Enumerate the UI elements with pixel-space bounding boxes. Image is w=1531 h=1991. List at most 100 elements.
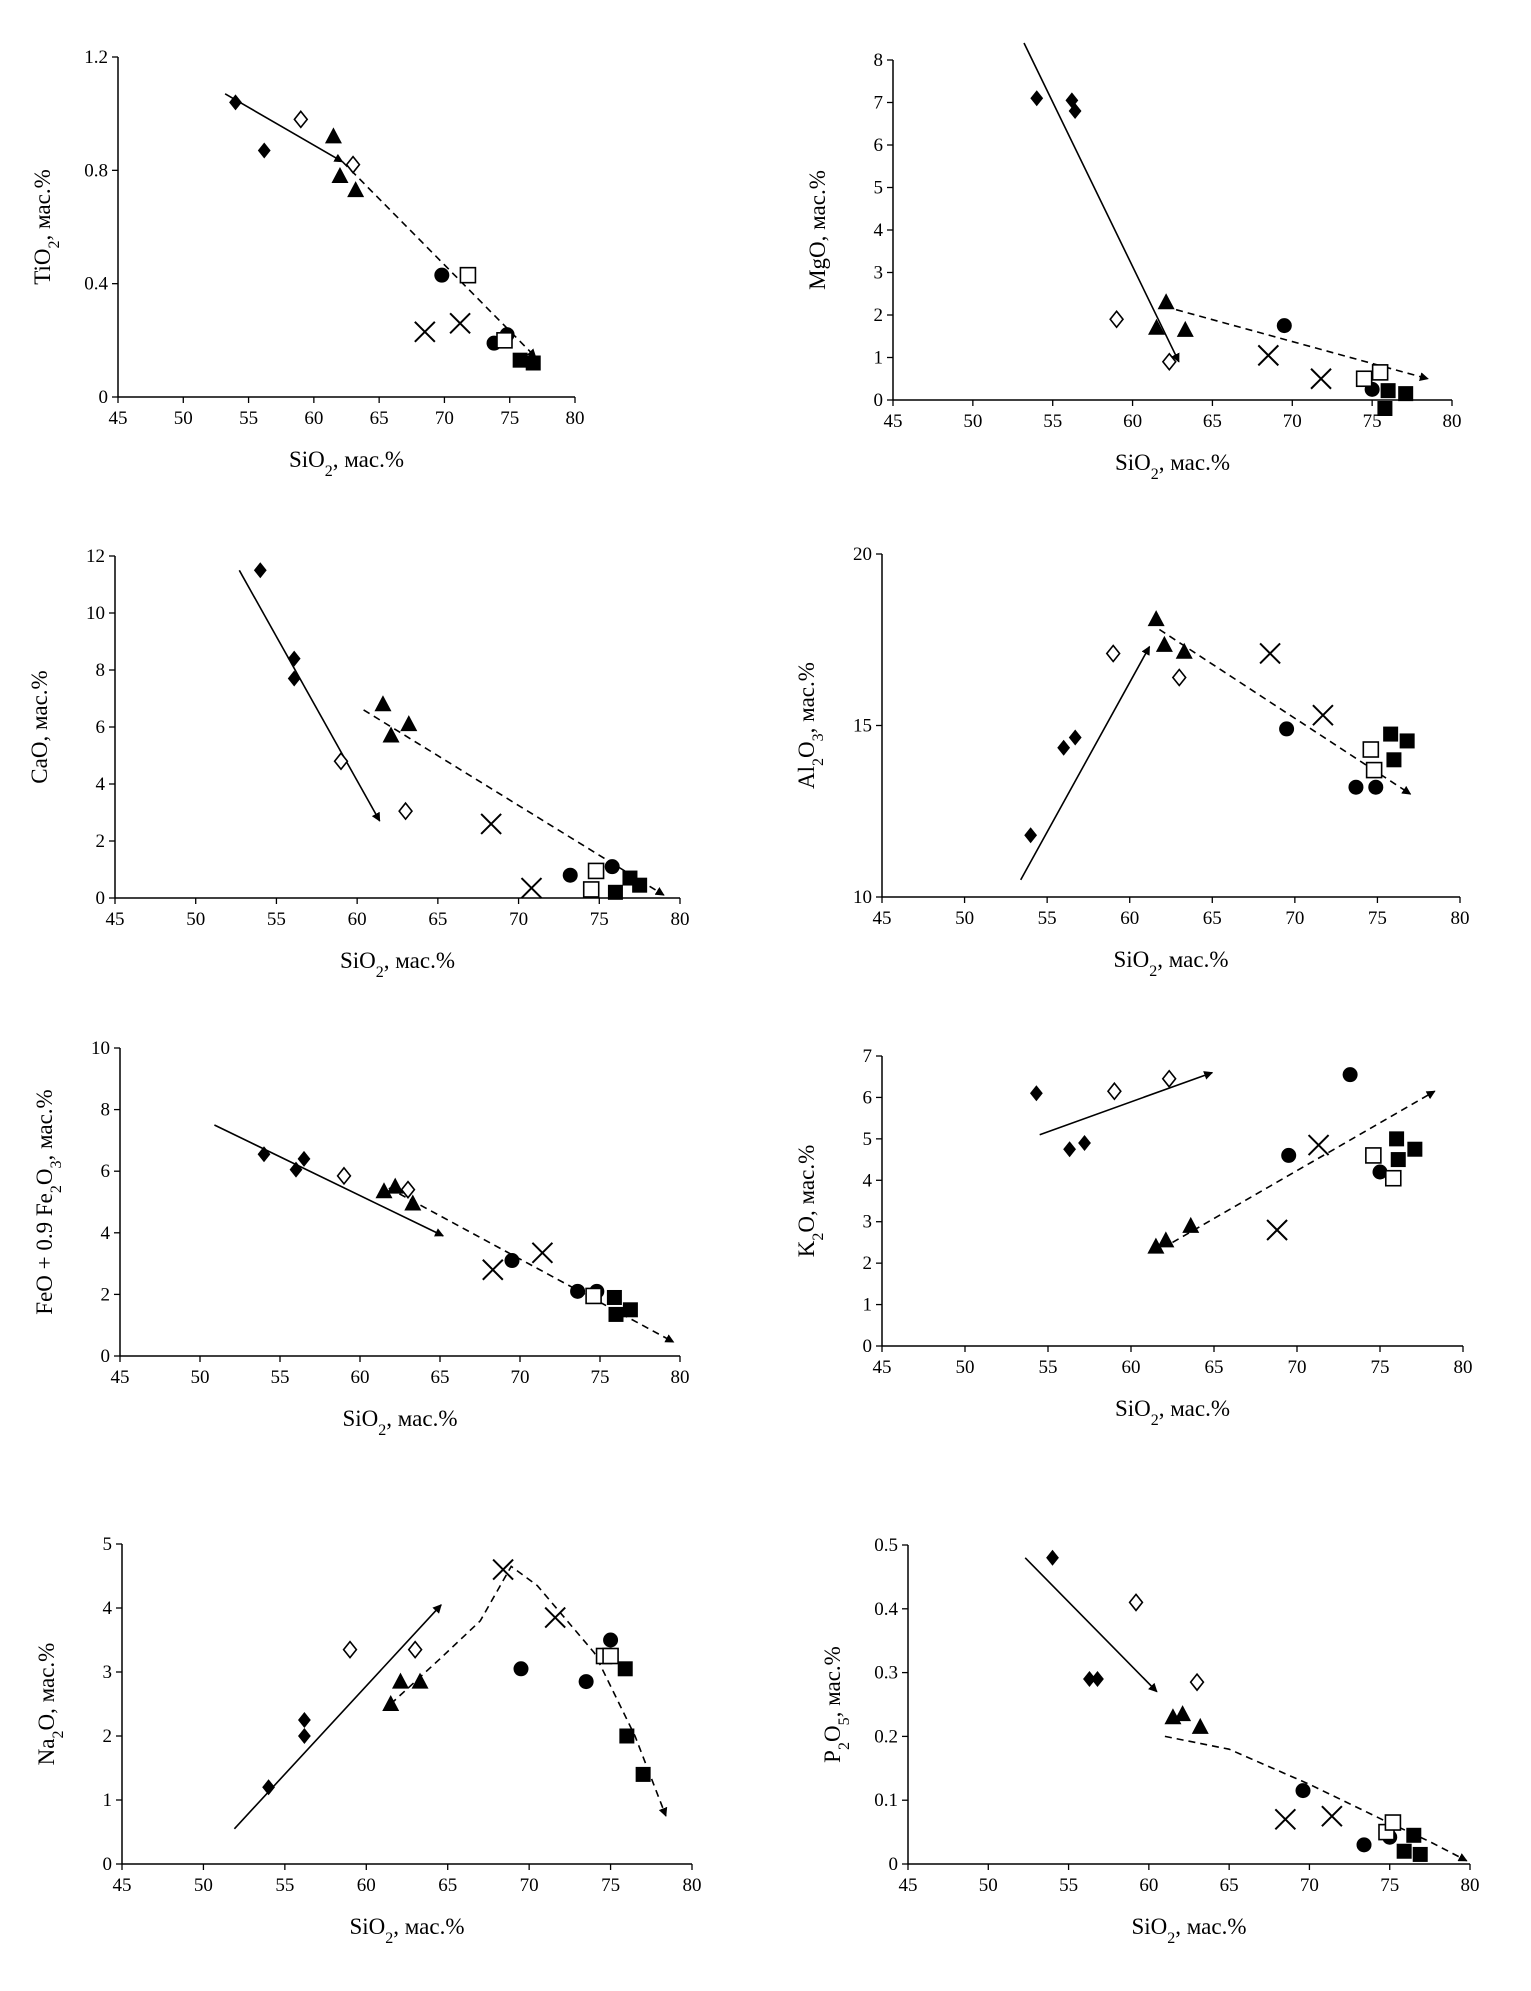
data-point-open-diamond <box>1189 1672 1205 1692</box>
y-tick-label: 0.1 <box>874 1790 898 1811</box>
x-axis-label: SiO2, мас.% <box>1115 1396 1230 1429</box>
x-tick-label: 65 <box>1205 1357 1224 1378</box>
data-point-open-square <box>587 862 605 880</box>
trend-line-dashed <box>342 161 537 358</box>
data-point-open-square <box>602 1647 619 1665</box>
y-tick-label: 0.2 <box>874 1726 898 1747</box>
y-tick-label: 8 <box>101 1100 111 1121</box>
data-point-filled-circle <box>434 267 450 283</box>
data-point-filled-diamond <box>1030 90 1044 107</box>
x-tick-label: 55 <box>275 1875 294 1896</box>
x-tick-label: 50 <box>963 411 982 432</box>
x-tick-label: 80 <box>1454 1357 1473 1378</box>
x-tick-label: 60 <box>304 408 323 429</box>
data-point-filled-triangle <box>1191 1717 1209 1734</box>
data-point-filled-triangle <box>382 1695 400 1711</box>
data-point-filled-triangle <box>324 127 342 144</box>
y-tick-label: 8 <box>96 660 106 681</box>
x-tick-label: 55 <box>1059 1875 1078 1896</box>
x-tick-label: 45 <box>873 1357 892 1378</box>
data-point-filled-square <box>632 877 648 893</box>
data-point-filled-triangle <box>391 1672 409 1689</box>
data-point-filled-triangle <box>1176 320 1194 337</box>
trend-line-solid <box>1024 1557 1158 1693</box>
x-tick-label: 45 <box>113 1875 132 1896</box>
y-tick-label: 2 <box>863 1253 873 1274</box>
data-point-filled-triangle <box>386 1177 404 1194</box>
data-point-filled-square <box>622 1302 638 1318</box>
data-point-filled-diamond <box>1063 1141 1076 1158</box>
x-tick-label: 80 <box>1461 1875 1480 1896</box>
y-tick-label: 1 <box>874 348 884 369</box>
data-point-filled-diamond <box>253 562 267 579</box>
data-point-filled-diamond <box>1046 1549 1059 1566</box>
data-point-open-square <box>1362 741 1380 758</box>
data-point-filled-circle <box>513 1661 529 1677</box>
y-tick-label: 3 <box>874 263 884 284</box>
data-point-open-diamond <box>293 110 309 129</box>
data-point-filled-circle <box>1279 721 1295 737</box>
x-tick-label: 65 <box>1203 908 1222 929</box>
data-point-filled-circle <box>1295 1783 1311 1799</box>
data-point-filled-circle <box>1368 779 1384 795</box>
x-tick-label: 70 <box>509 909 528 930</box>
x-tick-label: 70 <box>1300 1875 1319 1896</box>
y-tick-label: 4 <box>96 774 106 795</box>
data-point-filled-triangle <box>404 1194 422 1211</box>
data-point-filled-diamond <box>1068 103 1082 119</box>
y-tick-label: 5 <box>874 178 884 199</box>
trend-line-dashed <box>1158 628 1412 795</box>
x-tick-label: 65 <box>370 408 389 429</box>
data-point-open-diamond <box>1161 352 1177 372</box>
x-tick-label: 45 <box>884 411 903 432</box>
y-tick-label: 0 <box>103 1854 113 1875</box>
data-point-filled-diamond <box>1065 92 1079 109</box>
y-tick-label: 2 <box>874 305 884 326</box>
data-point-open-square <box>1384 1814 1402 1831</box>
data-point-filled-circle <box>1356 1837 1372 1853</box>
x-axis-label: SiO2, мас.% <box>342 1406 457 1439</box>
data-point-open-square <box>1365 761 1383 779</box>
x-tick-label: 55 <box>1038 908 1057 929</box>
data-point-filled-diamond <box>262 1779 275 1796</box>
data-point-filled-diamond <box>289 1161 303 1178</box>
y-tick-label: 0.3 <box>874 1663 898 1684</box>
data-point-filled-diamond <box>297 1150 311 1167</box>
x-tick-label: 50 <box>191 1367 210 1388</box>
y-tick-label: 6 <box>96 717 106 738</box>
data-point-cross <box>1257 344 1280 367</box>
x-tick-label: 70 <box>520 1875 539 1896</box>
data-point-open-square <box>459 266 477 284</box>
data-point-filled-diamond <box>229 94 242 111</box>
x-tick-label: 65 <box>1220 1875 1239 1896</box>
x-tick-label: 80 <box>566 408 585 429</box>
data-point-cross <box>1266 1219 1288 1241</box>
x-tick-label: 55 <box>271 1367 290 1388</box>
data-point-filled-diamond <box>1057 739 1071 756</box>
trend-line-solid <box>1023 42 1180 363</box>
data-point-filled-triangle <box>375 1182 393 1199</box>
y-axis-label: K2O, мас.% <box>794 1145 827 1257</box>
data-point-filled-square <box>1377 401 1393 416</box>
data-point-filled-circle <box>604 859 620 875</box>
data-point-open-diamond <box>1106 1081 1122 1101</box>
y-tick-label: 10 <box>86 603 105 624</box>
y-tick-label: 20 <box>853 544 872 565</box>
x-tick-label: 65 <box>431 1367 450 1388</box>
data-point-filled-diamond <box>287 670 301 687</box>
data-point-filled-square <box>512 352 528 368</box>
y-tick-label: 0.8 <box>84 160 108 181</box>
y-axis-label: FeO + 0.9 Fe2O3, мас.% <box>32 1089 65 1314</box>
data-point-filled-triangle <box>1174 1705 1192 1722</box>
data-point-filled-triangle <box>331 167 349 183</box>
data-point-filled-square <box>1412 1846 1428 1862</box>
y-tick-label: 3 <box>103 1662 113 1683</box>
data-point-open-diamond <box>400 1180 416 1199</box>
y-axis-label: P2O5, мас.% <box>820 1646 853 1763</box>
y-tick-label: 0 <box>99 387 109 408</box>
data-point-filled-circle <box>570 1283 586 1299</box>
x-axis-label: SiO2, мас.% <box>340 948 455 981</box>
data-point-filled-square <box>635 1766 651 1782</box>
y-tick-label: 1.2 <box>84 47 108 68</box>
